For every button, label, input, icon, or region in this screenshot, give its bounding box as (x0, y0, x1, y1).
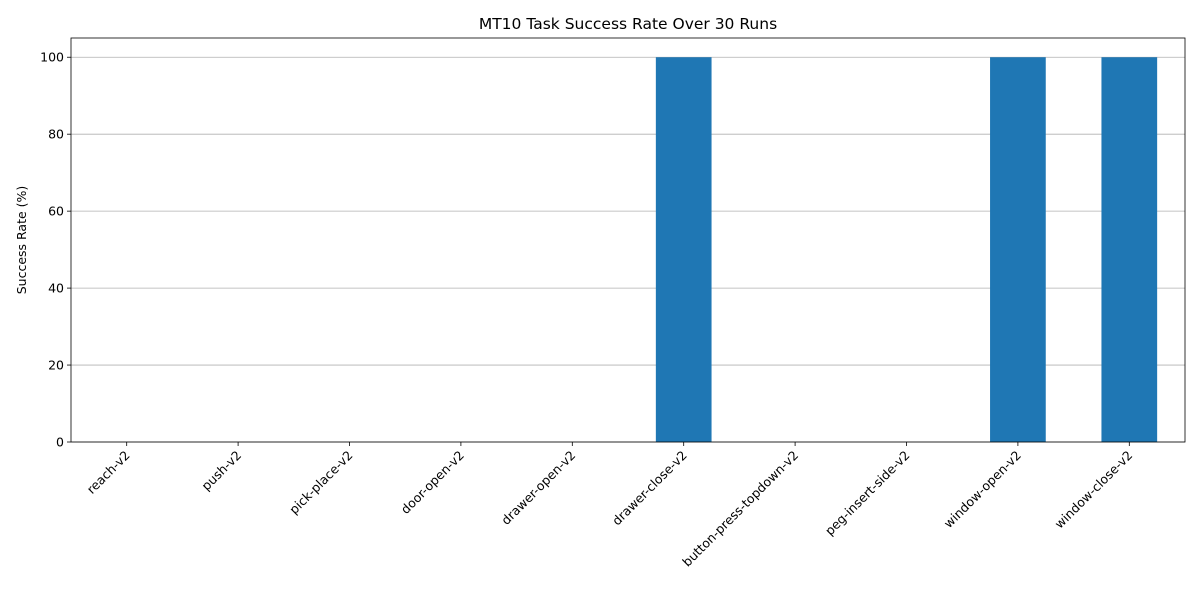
x-tick-label: window-close-v2 (1052, 448, 1136, 532)
y-tick-label: 0 (56, 435, 64, 450)
x-tick-label: pick-place-v2 (286, 448, 355, 517)
x-tick-label: button-press-topdown-v2 (679, 448, 801, 570)
ticks: 0 20 40 60 80 100 reach-v2 push-v2 pick-place-v2… (40, 50, 1135, 570)
y-axis-label: Success Rate (%) (14, 186, 29, 295)
y-tick-label: 60 (48, 204, 64, 219)
plot-frame (70, 37, 1186, 443)
y-tick-label: 100 (40, 50, 64, 65)
y-tick-label: 40 (48, 281, 64, 296)
bar-window-open-v2 (990, 57, 1046, 442)
x-tick-label: drawer-open-v2 (498, 448, 578, 528)
x-tick-label: peg-insert-side-v2 (822, 448, 913, 539)
x-tick-label: push-v2 (198, 448, 244, 494)
axes (70, 37, 1186, 443)
bars (655, 57, 1158, 442)
x-tick-label: door-open-v2 (398, 448, 467, 517)
y-tick-label: 20 (48, 358, 64, 373)
chart-title: MT10 Task Success Rate Over 30 Runs (479, 15, 777, 33)
x-tick-label: window-open-v2 (941, 448, 1024, 531)
bar-window-close-v2 (1101, 57, 1158, 442)
y-tick-label: 80 (48, 127, 64, 142)
x-tick-label: drawer-close-v2 (609, 448, 690, 529)
x-tick-label: reach-v2 (84, 448, 133, 497)
bar-drawer-close-v2 (655, 57, 712, 442)
